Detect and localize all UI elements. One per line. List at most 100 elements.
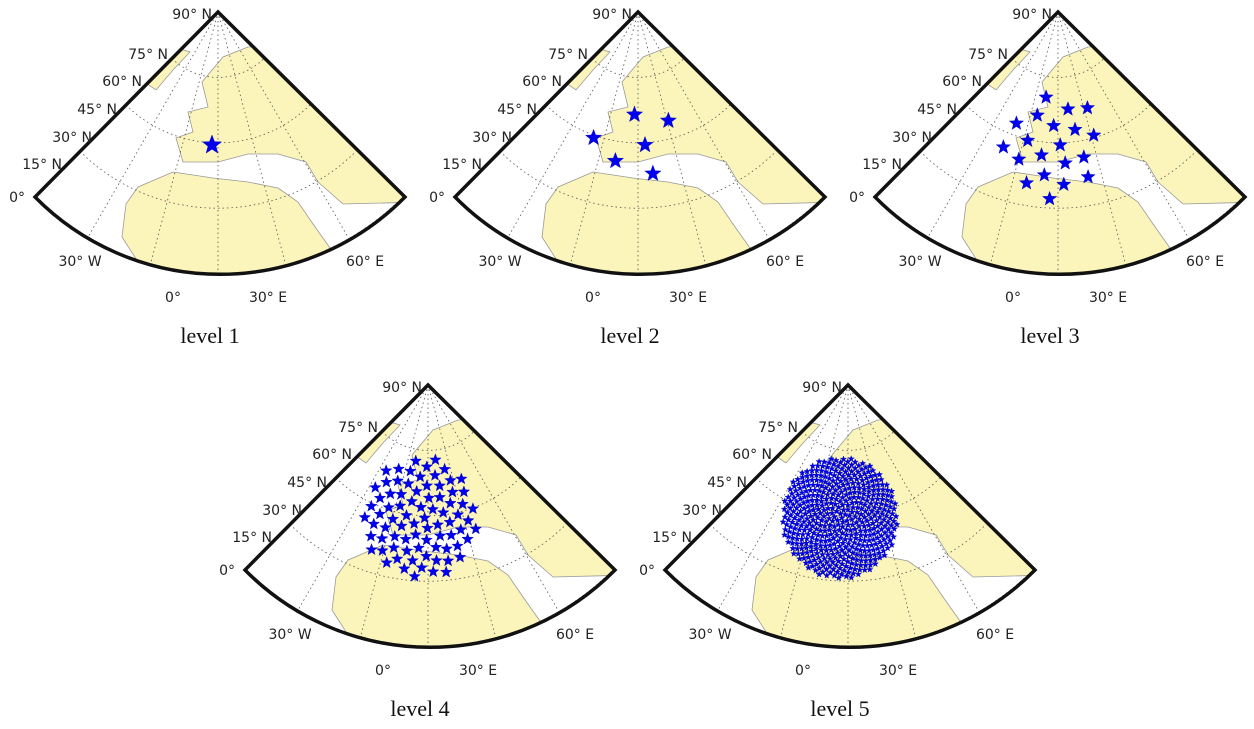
sample-star bbox=[798, 549, 807, 557]
sample-star bbox=[823, 571, 831, 579]
sample-star bbox=[1076, 149, 1092, 164]
sample-star bbox=[858, 476, 866, 484]
sample-star bbox=[880, 551, 889, 559]
map-frame bbox=[872, 9, 1248, 276]
sample-star bbox=[813, 501, 821, 509]
sample-star bbox=[822, 495, 831, 503]
sample-star bbox=[831, 554, 840, 562]
sample-star bbox=[415, 561, 428, 574]
sample-star bbox=[1033, 147, 1050, 162]
parallel bbox=[171, 58, 265, 78]
sample-star bbox=[798, 469, 806, 476]
sample-star bbox=[789, 544, 797, 552]
panel-caption: level 5 bbox=[810, 696, 869, 721]
sample-star bbox=[412, 541, 425, 554]
sample-star bbox=[444, 473, 457, 486]
sample-star bbox=[825, 474, 833, 482]
latitude-label: 30° N bbox=[52, 130, 92, 146]
latitude-label: 60° N bbox=[732, 447, 772, 463]
sample-star bbox=[400, 544, 414, 557]
sample-star bbox=[860, 513, 869, 521]
sample-star bbox=[428, 468, 442, 481]
sample-star bbox=[805, 492, 813, 499]
sample-star bbox=[848, 543, 856, 550]
latitude-label: 60° N bbox=[312, 447, 352, 463]
sample-star bbox=[382, 501, 396, 513]
sample-star bbox=[804, 563, 813, 571]
longitude-label: 30° W bbox=[268, 627, 311, 643]
sample-star bbox=[865, 521, 873, 529]
sample-star bbox=[391, 474, 405, 487]
latitude-label: 45° N bbox=[77, 102, 117, 118]
sample-star bbox=[469, 522, 483, 535]
sample-star bbox=[854, 570, 862, 578]
sample-star bbox=[804, 553, 812, 561]
sample-star bbox=[878, 480, 886, 488]
sample-star bbox=[380, 556, 393, 569]
sample-star bbox=[859, 494, 867, 502]
longitude-label: 60° E bbox=[766, 254, 804, 270]
sample-star bbox=[414, 500, 428, 513]
sample-star bbox=[418, 511, 431, 524]
sample-star bbox=[791, 524, 799, 532]
parallel bbox=[755, 477, 941, 517]
sample-star bbox=[813, 466, 821, 474]
sample-star bbox=[841, 510, 849, 518]
latitude-label: 15° N bbox=[862, 157, 902, 173]
sample-star bbox=[844, 557, 852, 565]
sample-star bbox=[842, 525, 850, 533]
sample-star bbox=[817, 497, 826, 505]
sample-star bbox=[844, 501, 852, 509]
sample-star bbox=[869, 535, 877, 543]
sample-star bbox=[820, 506, 828, 514]
sample-star bbox=[439, 565, 453, 578]
sample-star bbox=[800, 526, 809, 534]
sample-star bbox=[364, 499, 378, 512]
sample-star bbox=[444, 496, 457, 509]
sample-star bbox=[839, 523, 847, 530]
sample-star bbox=[828, 509, 836, 517]
sample-star bbox=[841, 461, 849, 469]
panel-caption: level 1 bbox=[180, 323, 239, 348]
meridian bbox=[907, 12, 1059, 273]
latitude-label: 30° N bbox=[262, 503, 302, 519]
sample-star bbox=[1079, 99, 1096, 115]
sample-star bbox=[829, 558, 837, 566]
sample-star bbox=[808, 471, 816, 479]
sample-star bbox=[995, 139, 1012, 154]
sample-star bbox=[803, 515, 811, 522]
sample-star bbox=[859, 459, 867, 467]
latitude-label: 45° N bbox=[287, 475, 327, 491]
sample-star bbox=[844, 568, 853, 576]
sample-star bbox=[408, 569, 421, 582]
sample-star bbox=[405, 494, 419, 507]
sample-star bbox=[877, 475, 885, 483]
sample-star bbox=[827, 546, 835, 554]
sample-star bbox=[842, 572, 850, 580]
sample-star bbox=[846, 535, 855, 543]
sample-star bbox=[796, 484, 804, 492]
sample-star bbox=[784, 538, 792, 546]
sample-star bbox=[849, 569, 857, 577]
longitude-label: 0° bbox=[795, 663, 811, 679]
sample-star bbox=[878, 509, 886, 517]
sample-star bbox=[444, 528, 458, 541]
sample-star bbox=[1067, 121, 1083, 137]
sample-star bbox=[800, 482, 808, 490]
sample-star bbox=[859, 541, 867, 549]
sample-star bbox=[857, 551, 865, 559]
sample-star bbox=[875, 549, 883, 557]
sample-star bbox=[779, 518, 787, 526]
sample-star bbox=[872, 516, 881, 524]
sample-star bbox=[387, 541, 401, 554]
sample-star bbox=[852, 534, 860, 542]
sample-star bbox=[1041, 190, 1058, 206]
sample-star bbox=[379, 521, 392, 533]
longitude-label: 30° E bbox=[1089, 290, 1127, 306]
sample-star bbox=[826, 568, 834, 576]
parallel bbox=[289, 524, 567, 582]
sample-star bbox=[886, 503, 894, 510]
sample-star bbox=[406, 554, 419, 566]
sample-star bbox=[410, 484, 423, 497]
sample-star bbox=[789, 534, 797, 542]
